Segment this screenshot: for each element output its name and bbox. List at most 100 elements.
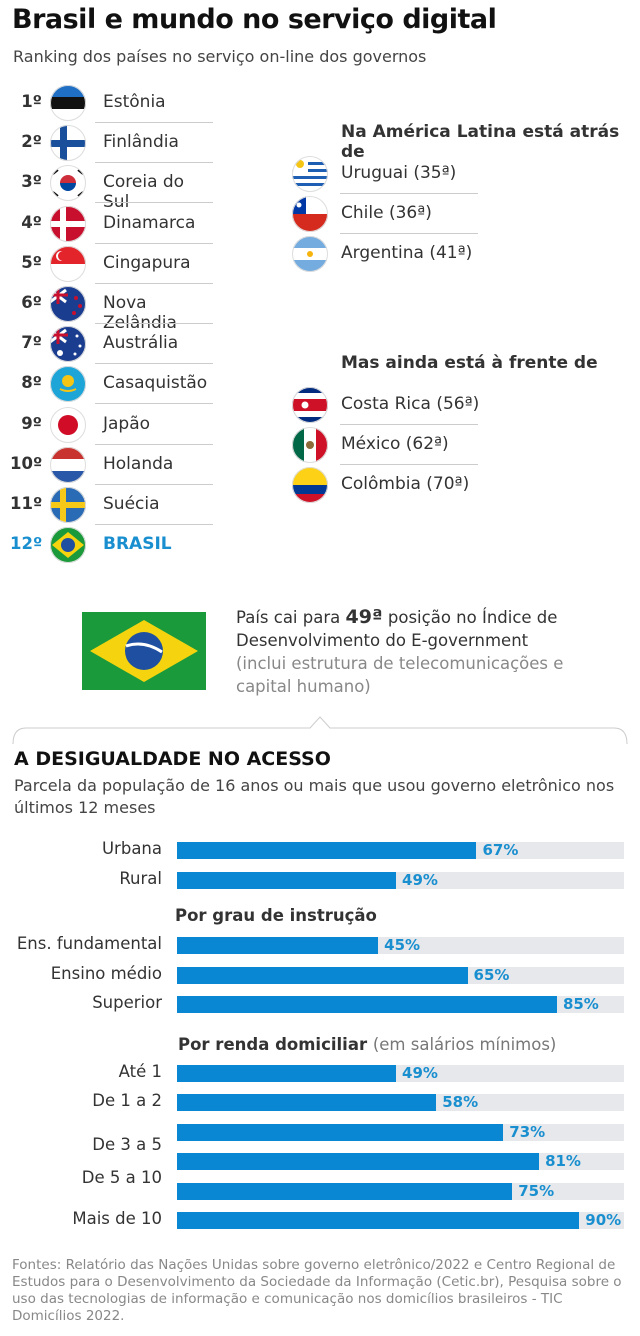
- bar-track: 49%: [177, 871, 624, 889]
- rank-position: 6º: [21, 293, 42, 312]
- row-divider: [95, 122, 213, 123]
- bar-category-label: De 1 a 2: [92, 1091, 162, 1110]
- rank-position: 11º: [10, 494, 43, 513]
- row-divider: [95, 483, 213, 485]
- country-row: Costa Rica (56ª): [292, 385, 482, 425]
- row-divider: [340, 464, 478, 466]
- source-footnote: Fontes: Relatório das Nações Unidas sobr…: [12, 1257, 622, 1324]
- callout-divider: [12, 716, 628, 745]
- rank-position: 9º: [21, 413, 42, 433]
- bar-category-label: Urbana: [101, 839, 162, 858]
- bar: [177, 872, 397, 889]
- ranking-row: 8º Casaquistão: [0, 364, 215, 405]
- bar: [177, 1065, 397, 1082]
- argentina-flag-icon: [292, 236, 328, 273]
- ahead-heading: Mas ainda está à frente de: [341, 353, 598, 373]
- bar-category-label: De 5 a 10: [81, 1168, 162, 1187]
- bar-value-label: 85%: [562, 995, 599, 1013]
- bar-value-label: 81%: [545, 1152, 581, 1170]
- bar: [177, 937, 379, 954]
- country-name: BRASIL: [103, 534, 172, 555]
- country-name: Suécia: [103, 494, 160, 514]
- bar-category-label: Ens. fundamental: [16, 934, 162, 953]
- denmark-flag-icon: [50, 205, 86, 242]
- rank-position: 8º: [21, 373, 42, 393]
- rank-position: 1º: [21, 92, 42, 111]
- bar-value-label: 73%: [509, 1123, 546, 1141]
- brazil-flag-icon: [82, 612, 206, 690]
- ranking-row: 3º Coreia do Sul: [0, 163, 215, 212]
- country-name: Argentina (41ª): [341, 243, 473, 264]
- country-name: México (62ª): [341, 434, 449, 455]
- bar-value-label: 75%: [518, 1182, 555, 1200]
- rank-position: 4º: [21, 212, 42, 232]
- rank-position: 10º: [10, 453, 43, 473]
- ranking-row: 5º Cingapura: [0, 244, 215, 284]
- country-name: Dinamarca: [103, 212, 196, 233]
- egov-text-post: posição no Índice de Desenvolvimento do …: [236, 608, 558, 650]
- rank-position: 7º: [21, 333, 42, 353]
- row-divider: [340, 193, 478, 194]
- bar-track: 81%: [177, 1152, 624, 1170]
- row-divider: [95, 524, 213, 525]
- bar-category-label: Rural: [119, 869, 162, 888]
- row-divider: [95, 443, 213, 445]
- row-divider: [95, 282, 213, 284]
- egov-ranking-text: País cai para 49ª posição no Índice de D…: [236, 606, 616, 698]
- brazil-flag-icon: [50, 527, 86, 564]
- sweden-flag-icon: [50, 487, 86, 523]
- country-name: Costa Rica (56ª): [341, 394, 480, 414]
- row-divider: [95, 363, 213, 365]
- egov-note: (inclui estrutura de telecomunicações e …: [236, 654, 564, 696]
- bar: [177, 1094, 437, 1111]
- ranking-row: 11º Suécia: [0, 485, 215, 525]
- bar: [177, 1124, 504, 1141]
- bar-track: 85%: [177, 995, 624, 1013]
- country-name: Austrália: [103, 333, 179, 354]
- bar-category-label: Mais de 10: [72, 1209, 162, 1228]
- ranking-row: 2º Finlândia: [0, 123, 215, 164]
- rank-position: 2º: [21, 132, 42, 152]
- group-heading: Por grau de instrução: [175, 906, 377, 925]
- page-title: Brasil e mundo no serviço digital: [12, 4, 497, 35]
- bar-track: 73%: [177, 1123, 624, 1141]
- country-row: Argentina (41ª): [292, 234, 482, 274]
- bar-category-label: Superior: [92, 993, 162, 1012]
- row-divider: [340, 233, 478, 235]
- new-zealand-flag-icon: [50, 286, 86, 322]
- country-name: Finlândia: [103, 132, 179, 153]
- mexico-flag-icon: [292, 427, 328, 464]
- bar-track: 49%: [177, 1064, 624, 1082]
- singapore-flag-icon: [50, 245, 86, 282]
- country-row: Chile (36ª): [292, 194, 482, 235]
- row-divider: [95, 403, 213, 405]
- bar: [177, 1212, 580, 1229]
- kazakhstan-flag-icon: [50, 366, 86, 403]
- bar-value-label: 65%: [473, 966, 510, 984]
- australia-flag-icon: [50, 326, 86, 363]
- bar-value-label: 45%: [384, 936, 421, 954]
- country-name: Holanda: [103, 453, 174, 474]
- country-name: Colômbia (70ª): [341, 474, 470, 495]
- ranking-row: 12º BRASIL: [0, 525, 215, 565]
- ranking-row: 10º Holanda: [0, 445, 215, 485]
- bar-value-label: 90%: [585, 1211, 622, 1229]
- south-korea-flag-icon: [50, 165, 86, 202]
- country-name: Uruguai (35ª): [341, 163, 457, 183]
- page-subtitle: Ranking dos países no serviço on-line do…: [13, 47, 427, 66]
- bar-track: 67%: [177, 841, 624, 859]
- ranking-row: 7º Austrália: [0, 324, 215, 365]
- bar-value-label: 67%: [482, 841, 519, 859]
- bar: [177, 842, 477, 859]
- bar-category-label: Até 1: [118, 1062, 162, 1081]
- bar: [177, 996, 557, 1013]
- egov-rank: 49ª: [345, 606, 383, 628]
- costa-rica-flag-icon: [292, 387, 328, 423]
- bar-track: 75%: [177, 1182, 624, 1200]
- uruguay-flag-icon: [292, 156, 328, 192]
- country-row: Uruguai (35ª): [292, 154, 482, 194]
- behind-heading: Na América Latina está atrás de: [341, 122, 620, 162]
- row-divider: [95, 202, 213, 204]
- ranking-row: 1º Estônia: [0, 83, 215, 123]
- finland-flag-icon: [50, 125, 86, 162]
